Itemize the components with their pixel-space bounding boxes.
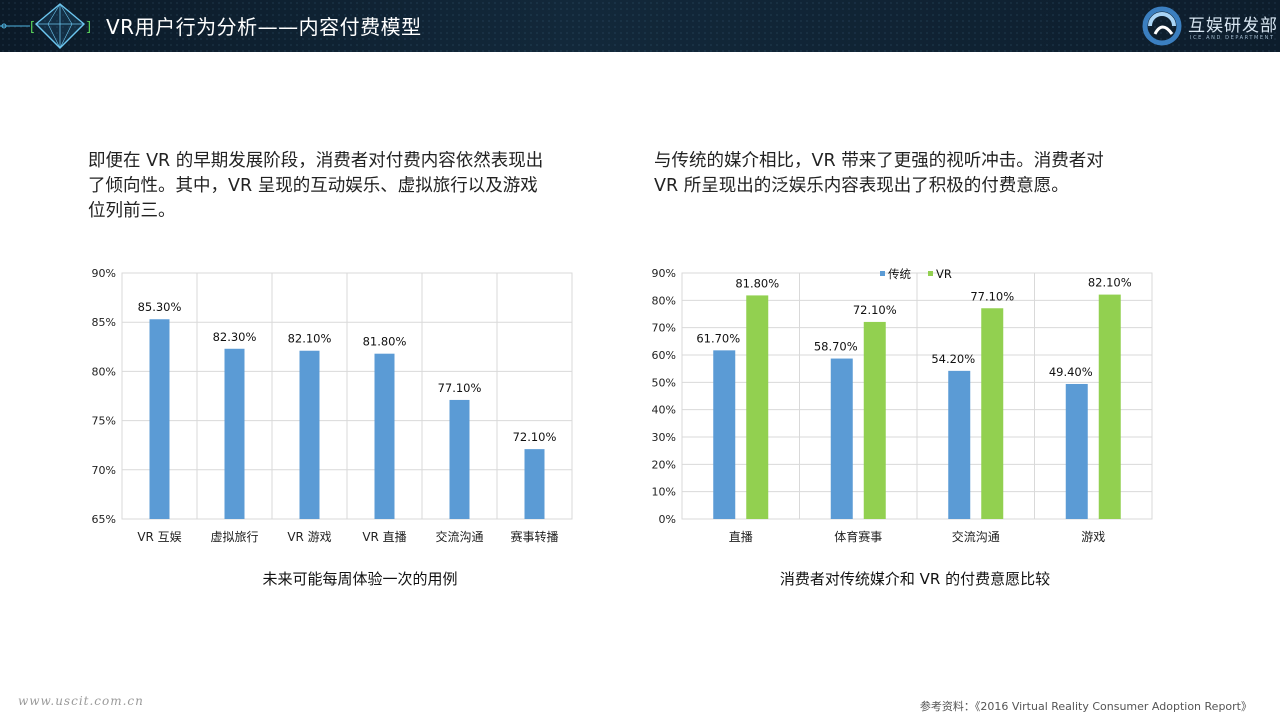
y-tick-label: 90%	[92, 267, 116, 280]
data-label: 81.80%	[363, 335, 407, 349]
bar	[948, 370, 971, 519]
y-tick-label: 75%	[92, 415, 116, 428]
text-line: VR 所呈现出的泛娱乐内容表现出了积极的付费意愿。	[654, 176, 1069, 196]
y-tick-label: 70%	[652, 322, 676, 335]
data-label: 72.10%	[853, 303, 897, 317]
x-tick-label: 虚拟旅行	[210, 530, 258, 544]
brand-logo: 互娱研发部 ICE AND DEPARTMENT	[1140, 4, 1277, 48]
y-tick-label: 70%	[92, 464, 116, 477]
x-tick-label: 交流沟通	[952, 529, 1000, 544]
logo-text: 互娱研发部	[1188, 16, 1278, 36]
y-tick-label: 50%	[652, 376, 676, 389]
bar	[863, 321, 886, 519]
swirl-logo-icon	[1142, 6, 1182, 46]
text-line: 即便在 VR 的早期发展阶段，消费者对付费内容依然表现出	[88, 151, 544, 171]
x-tick-label: 赛事转播	[510, 529, 558, 544]
data-label: 81.80%	[735, 276, 779, 290]
bar	[299, 350, 320, 519]
y-tick-label: 80%	[652, 294, 676, 307]
bar	[149, 319, 170, 519]
bar	[224, 348, 245, 519]
x-tick-label: 体育赛事	[834, 529, 882, 544]
x-tick-label: VR 互娱	[137, 530, 181, 544]
chart2-title: 消费者对传统媒介和 VR 的付费意愿比较	[779, 570, 1051, 588]
comparison-bar-chart: 0% 10% 20% 30% 40% 50% 60% 70% 80% 90% 直播 体育赛事 交流沟通 游…	[652, 267, 1153, 544]
website-watermark: www.uscit.com.cn	[18, 694, 144, 708]
x-tick-label: VR 直播	[362, 530, 406, 544]
data-label: 54.20%	[931, 352, 975, 366]
y-tick-label: 60%	[652, 349, 676, 362]
data-label: 82.10%	[288, 332, 332, 346]
left-description: 即便在 VR 的早期发展阶段，消费者对付费内容依然表现出 了倾向性。其中，VR …	[88, 149, 543, 224]
bar	[981, 308, 1004, 519]
y-tick-label: 85%	[92, 316, 116, 329]
page-title: VR用户行为分析——内容付费模型	[106, 15, 422, 39]
data-label: 49.40%	[1049, 365, 1093, 379]
y-tick-label: 40%	[652, 404, 676, 417]
data-label: 58.70%	[814, 340, 858, 354]
legend-swatch	[880, 271, 885, 276]
y-tick-label: 20%	[652, 458, 676, 471]
bar	[746, 295, 769, 519]
data-label: 72.10%	[513, 430, 557, 444]
data-label: 85.30%	[138, 300, 182, 314]
bar	[374, 353, 395, 519]
header-bar: [ ] VR用户行为分析——内容付费模型 互娱研发部 ICE AND DEPAR…	[0, 0, 1280, 52]
text-line: 了倾向性。其中，VR 呈现的互动娱乐、虚拟旅行以及游戏	[88, 176, 538, 196]
bar	[1065, 383, 1088, 519]
y-tick-label: 10%	[652, 486, 676, 499]
data-label: 82.10%	[1088, 276, 1132, 290]
y-tick-label: 0%	[659, 513, 676, 526]
bar	[830, 358, 853, 519]
svg-text:[: [	[30, 20, 35, 35]
legend-label: VR	[936, 267, 952, 281]
y-tick-label: 80%	[92, 365, 116, 378]
bar	[449, 399, 470, 519]
text-line: 位列前三。	[88, 201, 176, 221]
bar	[524, 449, 545, 519]
data-label: 77.10%	[438, 381, 482, 395]
svg-text:]: ]	[86, 20, 91, 35]
logo-subtext: ICE AND DEPARTMENT	[1190, 35, 1275, 41]
source-note: 参考资料：《2016 Virtual Reality Consumer Adop…	[919, 700, 1252, 713]
x-tick-label: 交流沟通	[435, 529, 483, 544]
data-label: 61.70%	[696, 331, 740, 345]
y-tick-label: 90%	[652, 267, 676, 280]
legend-swatch	[928, 271, 933, 276]
y-tick-label: 30%	[652, 431, 676, 444]
usage-bar-chart: 65% 70% 75% 80% 85% 90% VR 互娱 虚拟旅行 VR 游戏 VR 直播 交流沟…	[92, 267, 573, 544]
text-line: 与传统的媒介相比，VR 带来了更强的视听冲击。消费者对	[654, 151, 1104, 171]
x-tick-label: 直播	[729, 530, 753, 544]
bar	[1098, 294, 1121, 519]
diamond-logo-icon: [ ]	[0, 3, 91, 49]
y-tick-label: 65%	[92, 513, 116, 526]
legend-label: 传统	[888, 267, 911, 281]
chart1-title: 未来可能每周体验一次的用例	[262, 570, 458, 588]
x-tick-label: VR 游戏	[287, 530, 331, 544]
bar	[713, 350, 736, 519]
right-description: 与传统的媒介相比，VR 带来了更强的视听冲击。消费者对 VR 所呈现出的泛娱乐内…	[654, 149, 1104, 199]
data-label: 77.10%	[970, 289, 1014, 303]
data-label: 82.30%	[213, 330, 257, 344]
x-tick-label: 游戏	[1081, 530, 1105, 544]
